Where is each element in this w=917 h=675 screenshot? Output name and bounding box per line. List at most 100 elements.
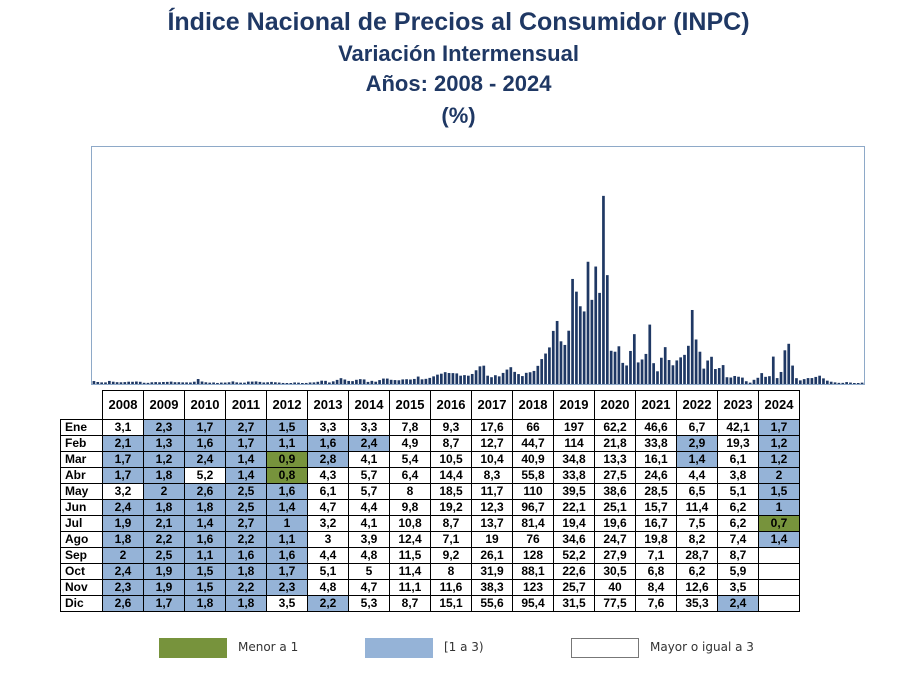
table-cell: 12,7 xyxy=(471,435,513,452)
bar-jul-2013 xyxy=(347,380,351,384)
table-cell: 12,3 xyxy=(471,499,513,516)
bar-oct-2021 xyxy=(729,377,733,384)
row-label: Oct xyxy=(60,563,103,580)
table-cell: 1,5 xyxy=(184,579,226,596)
bar-ago-2023 xyxy=(814,376,818,384)
bar-jul-2010 xyxy=(208,382,212,384)
bar-ene-2009 xyxy=(138,381,142,384)
bar-mar-2012 xyxy=(285,383,289,384)
table-cell: 17,6 xyxy=(471,419,513,436)
bar-nov-2022 xyxy=(779,371,783,384)
bar-ene-2019 xyxy=(602,195,605,384)
table-cell: 0,9 xyxy=(266,451,308,468)
bar-nov-2012 xyxy=(316,381,320,384)
table-cell: 1,7 xyxy=(102,451,144,468)
table-cell: 1,8 xyxy=(102,531,144,548)
bar-feb-2023 xyxy=(791,365,794,384)
table-cell: 2,2 xyxy=(225,531,267,548)
bar-feb-2009 xyxy=(142,382,146,384)
bar-mar-2017 xyxy=(517,374,520,384)
column-header-2008: 2008 xyxy=(102,390,144,420)
bar-abr-2010 xyxy=(196,379,200,384)
bar-jun-2023 xyxy=(806,378,810,384)
table-cell: 16,1 xyxy=(635,451,677,468)
table-cell: 15,1 xyxy=(430,595,472,612)
table-cell: 8,7 xyxy=(430,515,472,532)
bar-mar-2023 xyxy=(795,378,798,384)
table-cell: 38,6 xyxy=(594,483,636,500)
table-cell: 1,7 xyxy=(266,563,308,580)
bar-ago-2014 xyxy=(397,380,401,384)
table-cell: 1,7 xyxy=(184,419,226,436)
table-cell: 3,2 xyxy=(102,483,144,500)
table-cell: 2,3 xyxy=(143,419,185,436)
table-cell: 13,7 xyxy=(471,515,513,532)
legend-swatch-low xyxy=(159,638,227,658)
bar-mar-2008 xyxy=(100,382,103,384)
table-row: May 3,2 2 2,6 2,5 1,6 6,1 5,7 8 18,5 11,7 110 39,5 38… xyxy=(60,483,800,500)
table-cell: 10,8 xyxy=(389,515,431,532)
table-cell: 8,4 xyxy=(635,579,677,596)
table-cell: 3,3 xyxy=(348,419,390,436)
bar-feb-2011 xyxy=(235,382,239,384)
table-cell: 27,5 xyxy=(594,467,636,484)
table-cell: 19,2 xyxy=(430,499,472,516)
table-cell: 28,5 xyxy=(635,483,677,500)
table-cell: 19,8 xyxy=(635,531,677,548)
bar-oct-2009 xyxy=(173,382,177,384)
bar-ago-2022 xyxy=(768,376,771,384)
bar-abr-2018 xyxy=(567,330,571,384)
table-cell xyxy=(758,579,800,596)
bar-ene-2016 xyxy=(463,375,466,384)
table-cell: 1,4 xyxy=(225,467,267,484)
bar-feb-2018 xyxy=(559,341,563,384)
table-cell: 40 xyxy=(594,579,636,596)
bar-may-2023 xyxy=(802,379,806,384)
bar-oct-2016 xyxy=(497,376,501,384)
bar-nov-2021 xyxy=(733,375,737,384)
bar-mar-2021 xyxy=(702,368,706,384)
chart-title: Índice Nacional de Precios al Consumidor… xyxy=(167,8,750,36)
bar-mar-2020 xyxy=(656,371,659,384)
bar-abr-2020 xyxy=(660,357,663,384)
table-cell: 1,6 xyxy=(184,531,226,548)
bar-jul-2020 xyxy=(671,365,675,384)
table-cell: 5,4 xyxy=(389,451,431,468)
table-cell: 1,7 xyxy=(758,419,800,436)
table-cell: 15,7 xyxy=(635,499,677,516)
bar-may-2013 xyxy=(339,378,343,384)
table-cell: 34,8 xyxy=(553,451,595,468)
row-label: May xyxy=(60,483,103,500)
bar-ago-2008 xyxy=(119,382,123,384)
bar-mar-2014 xyxy=(378,380,381,384)
column-header-2024: 2024 xyxy=(758,390,800,420)
column-header-2019: 2019 xyxy=(553,390,595,420)
table-cell: 6,2 xyxy=(676,563,718,580)
table-cell: 40,9 xyxy=(512,451,554,468)
bar-nov-2020 xyxy=(687,345,690,384)
table-cell: 66 xyxy=(512,419,554,436)
row-label: Jun xyxy=(60,499,103,516)
table-cell: 19,3 xyxy=(717,435,759,452)
table-cell: 55,6 xyxy=(471,595,513,612)
bar-ene-2008 xyxy=(92,381,96,384)
bar-abr-2019 xyxy=(613,351,617,384)
table-row: Oct 2,4 1,9 1,5 1,8 1,7 5,1 5 11,4 8 31,9 88,1 22,6 3… xyxy=(60,563,800,580)
table-cell: 2,2 xyxy=(143,531,185,548)
bar-jun-2017 xyxy=(528,372,532,384)
chart-years-range: Años: 2008 - 2024 xyxy=(365,71,552,96)
bar-dic-2014 xyxy=(412,378,416,384)
table-cell: 35,3 xyxy=(676,595,718,612)
table-cell: 7,1 xyxy=(430,531,472,548)
bar-jul-2019 xyxy=(625,365,628,384)
table-cell: 21,8 xyxy=(594,435,636,452)
table-cell: 8,2 xyxy=(676,531,718,548)
bar-nov-2023 xyxy=(825,380,829,384)
bar-dic-2017 xyxy=(551,330,555,384)
table-cell: 4,8 xyxy=(307,579,349,596)
table-cell: 2,5 xyxy=(225,499,267,516)
column-header-2013: 2013 xyxy=(307,390,349,420)
table-cell: 13,3 xyxy=(594,451,636,468)
table-cell: 2,9 xyxy=(676,435,718,452)
bar-dic-2022 xyxy=(783,350,787,384)
